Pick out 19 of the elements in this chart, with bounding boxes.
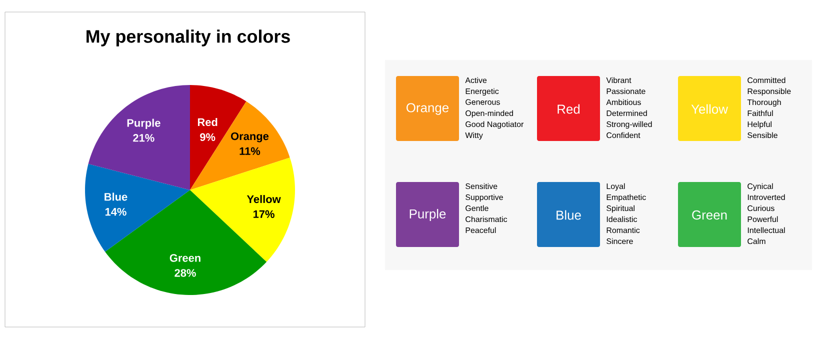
text: Red xyxy=(558,104,580,114)
slice-label: Purple xyxy=(127,118,160,129)
data-label: 17% xyxy=(254,210,274,218)
slice-label: Red xyxy=(198,118,218,126)
slice-label: Green xyxy=(170,254,200,262)
data-label: 14% xyxy=(105,208,126,216)
text: Purple xyxy=(410,208,446,222)
text: Green xyxy=(692,210,727,220)
data-label: 11% xyxy=(240,147,260,156)
data-label: 21% xyxy=(133,134,154,142)
text: Blue xyxy=(556,210,581,220)
data-label: 9% xyxy=(200,133,216,142)
text: Yellow xyxy=(691,104,728,114)
chart-title: My personality in colors xyxy=(86,30,290,46)
slice-label: Orange xyxy=(231,132,269,142)
slice-label: Yellow xyxy=(246,195,281,204)
data-label: 28% xyxy=(174,269,196,277)
slice-label: Blue xyxy=(104,192,128,201)
text: Orange xyxy=(406,103,449,115)
